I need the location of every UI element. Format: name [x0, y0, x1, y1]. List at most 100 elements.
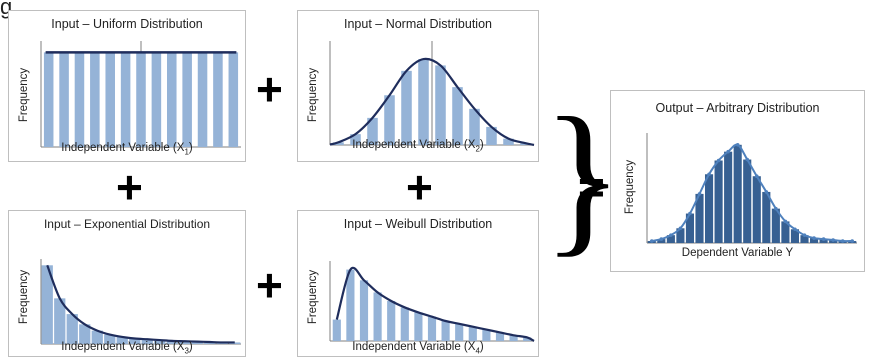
histogram-bar	[469, 108, 480, 145]
histogram-bar	[790, 229, 800, 243]
curve-point	[831, 238, 835, 242]
curve-point	[716, 158, 721, 163]
histogram-bar	[486, 126, 497, 145]
x-axis-label: Independent Variable (X2)	[352, 139, 484, 154]
panel-title: Output – Arbitrary Distribution	[655, 101, 820, 115]
uniform-chart	[40, 41, 241, 148]
histogram-bar	[197, 52, 208, 147]
x-axis-label: Independent Variable (X1)	[61, 142, 193, 157]
histogram-bar	[105, 52, 115, 147]
histogram-bar	[191, 341, 203, 344]
histogram-bar	[771, 208, 780, 243]
curve-point	[840, 239, 845, 243]
histogram-bar	[676, 228, 685, 243]
curve-point	[764, 190, 769, 194]
curve-point	[812, 236, 816, 240]
curve-point	[802, 233, 807, 237]
histogram-bar	[350, 134, 361, 145]
histogram-bar	[116, 336, 128, 344]
curve-point	[707, 172, 711, 177]
histogram-bar	[762, 191, 771, 243]
histogram-bar	[733, 144, 742, 243]
y-axis-label: Frequency	[624, 159, 637, 215]
histogram-bar	[523, 337, 532, 341]
histogram-bar	[482, 329, 491, 341]
plus-sign: +	[256, 63, 283, 115]
histogram-bar	[724, 151, 733, 243]
histogram-bar	[166, 340, 178, 344]
histogram-bar	[120, 52, 131, 147]
histogram-bar	[427, 316, 437, 341]
histogram-bar	[384, 95, 395, 145]
histogram-bar	[414, 312, 423, 341]
histogram-bar	[503, 138, 514, 145]
histogram-bar	[509, 335, 518, 341]
histogram-bar	[401, 70, 412, 145]
histogram-bar	[182, 52, 192, 147]
normal-chart	[329, 41, 535, 147]
histogram-bar	[809, 238, 819, 243]
curve-point	[649, 239, 654, 243]
curve-point	[793, 227, 797, 232]
histogram-bar	[90, 52, 100, 147]
histogram-bar	[495, 332, 505, 341]
histogram-bar	[332, 319, 341, 341]
histogram-bar	[468, 326, 477, 341]
curve-point	[821, 237, 826, 241]
x-axis-label: Independent Variable (X4)	[352, 341, 484, 356]
histogram-bar	[666, 235, 675, 243]
histogram-bar	[704, 174, 714, 243]
weibull-panel: Input – Weibull Distribution Frequency I…	[297, 210, 539, 357]
curve-point	[697, 192, 702, 196]
panel-title: Input – Weibull Distribution	[343, 217, 493, 231]
histogram-bar	[418, 59, 429, 145]
histogram-bar	[151, 52, 162, 147]
histogram-bar	[59, 52, 69, 147]
histogram-bar	[367, 117, 378, 145]
histogram-bar	[800, 235, 809, 243]
output-chart	[646, 133, 857, 244]
histogram-bar	[41, 265, 53, 344]
histogram-bar	[752, 176, 761, 243]
exponential-panel: Input – Exponential Distribution Frequen…	[8, 210, 246, 357]
histogram-bar	[54, 298, 66, 344]
histogram-bar	[714, 160, 723, 243]
histogram-bar	[179, 341, 191, 344]
histogram-bar	[91, 330, 103, 344]
histogram-bar	[333, 142, 344, 145]
density-curve	[335, 266, 535, 342]
curve-point	[754, 174, 759, 179]
histogram-bar	[167, 52, 177, 147]
plus-sign: +	[406, 161, 433, 213]
curve-point	[726, 149, 730, 154]
y-axis-label: Frequency	[307, 67, 320, 123]
histogram-bar	[819, 239, 828, 243]
x-axis-label: Dependent Variable Y	[681, 247, 794, 259]
weibull-chart	[329, 261, 535, 342]
output-panel: Output – Arbitrary Distribution Frequenc…	[610, 90, 865, 272]
histogram-bar	[781, 221, 790, 243]
y-axis-label: Frequency	[307, 269, 320, 325]
plus-sign: +	[256, 259, 283, 311]
density-curve	[651, 143, 853, 243]
histogram-bar	[43, 52, 54, 147]
curve-point	[850, 239, 855, 243]
curve-point	[659, 237, 664, 241]
histogram-bar	[104, 334, 116, 344]
histogram-bar	[129, 338, 141, 344]
curve-point	[745, 157, 750, 162]
density-curve	[329, 57, 535, 147]
histogram-bar	[136, 52, 146, 147]
histogram-bar	[685, 213, 695, 243]
density-curve	[46, 264, 235, 344]
curve-point	[783, 219, 788, 224]
histogram-bar	[228, 52, 239, 147]
normal-panel: Input – Normal Distribution Frequency In…	[297, 10, 539, 162]
panel-title: Input – Uniform Distribution	[51, 17, 203, 31]
y-axis-label: Frequency	[18, 67, 31, 123]
curve-point	[735, 142, 740, 147]
histogram-bar	[435, 65, 446, 145]
histogram-bar	[452, 87, 463, 145]
histogram-bar	[141, 339, 153, 344]
histogram-bar	[359, 280, 369, 341]
